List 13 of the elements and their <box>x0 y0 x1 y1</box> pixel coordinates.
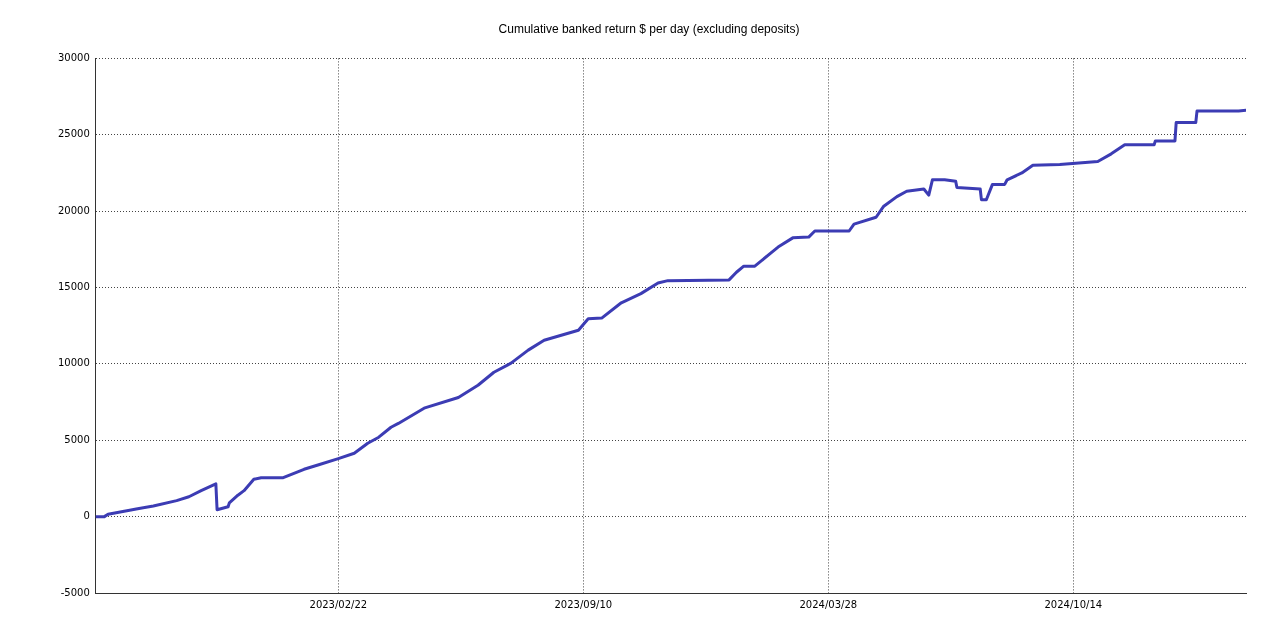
x-tick-label: 2023/02/22 <box>309 598 368 610</box>
y-tick-label: -5000 <box>60 586 90 598</box>
y-tick-label: 20000 <box>58 204 90 216</box>
y-tick-label: 10000 <box>58 357 90 369</box>
x-tick-label: 2024/03/28 <box>799 598 858 610</box>
x-tick-label: 2023/09/10 <box>554 598 613 610</box>
y-tick-label: 0 <box>83 510 90 522</box>
x-tick-label: 2024/10/14 <box>1044 598 1103 610</box>
y-tick-label: 30000 <box>58 51 90 63</box>
y-tick-label: 15000 <box>58 281 90 293</box>
y-tick-label: 5000 <box>64 433 90 445</box>
chart-title: Cumulative banked return $ per day (excluding deposits) <box>498 21 800 36</box>
y-tick-label: 25000 <box>58 128 90 140</box>
